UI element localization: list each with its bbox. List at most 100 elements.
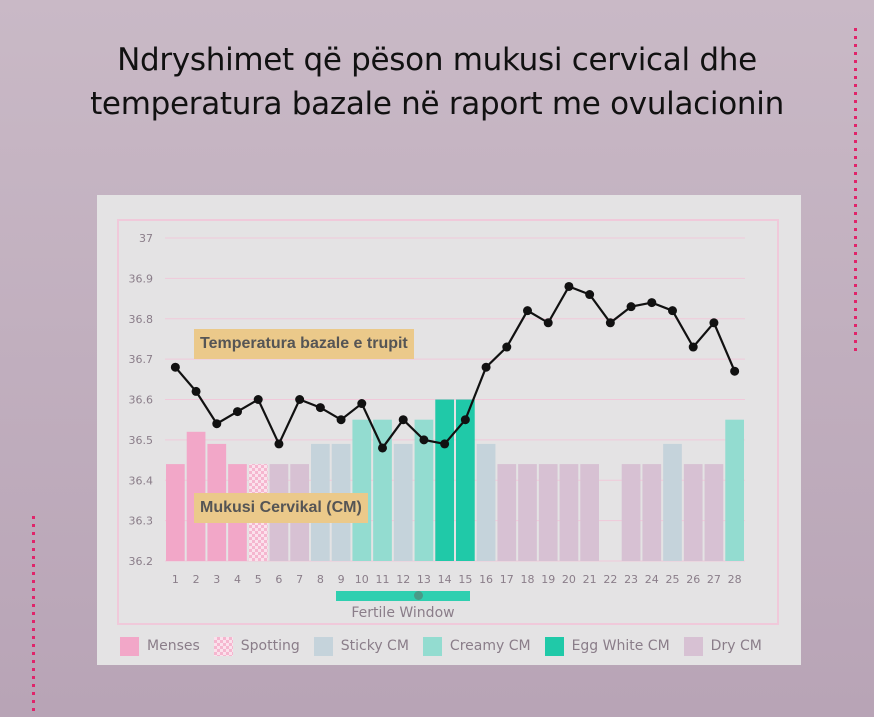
- fertile-window-label: Fertile Window: [351, 605, 455, 621]
- temperature-point: [212, 419, 222, 429]
- x-tick-label: 25: [666, 573, 680, 586]
- x-tick-label: 9: [338, 573, 345, 586]
- temperature-point: [233, 407, 242, 417]
- x-tick-label: 7: [296, 573, 303, 586]
- x-tick-label: 21: [583, 573, 597, 586]
- mucus-bar: [580, 464, 599, 561]
- y-tick-label: 36.3: [129, 515, 154, 528]
- mucus-bar: [414, 419, 434, 561]
- legend-swatch: [120, 636, 139, 656]
- mucus-bar: [642, 464, 662, 561]
- temperature-point: [730, 366, 740, 376]
- decorative-dots-left: [32, 516, 35, 716]
- legend-item-spotting: Spotting: [213, 636, 300, 656]
- x-tick-label: 10: [355, 573, 369, 586]
- x-tick-label: 27: [707, 573, 721, 586]
- x-tick-label: 12: [396, 573, 410, 586]
- x-tick-label: 1: [172, 573, 179, 586]
- x-tick-label: 6: [275, 573, 282, 586]
- x-tick-label: 4: [234, 573, 241, 586]
- legend-swatch: [313, 636, 333, 656]
- x-tick-label: 13: [417, 573, 431, 586]
- x-tick-label: 24: [645, 573, 659, 586]
- temperature-point: [523, 306, 532, 316]
- temperature-point: [543, 318, 553, 328]
- temperature-point: [378, 443, 387, 453]
- temperature-point: [502, 342, 512, 352]
- legend-item-menses: Menses: [120, 636, 200, 656]
- temperature-point: [274, 439, 284, 449]
- mucus-bar: [704, 464, 724, 561]
- x-tick-label: 2: [193, 573, 200, 586]
- mucus-bar: [538, 464, 558, 561]
- chart-frame: [117, 219, 779, 625]
- legend-label: Menses: [147, 638, 200, 654]
- temperature-point: [419, 435, 429, 445]
- x-tick-label: 15: [458, 573, 472, 586]
- temperature-point: [668, 306, 677, 316]
- x-tick-label: 5: [255, 573, 262, 586]
- temperature-point: [295, 395, 305, 404]
- legend-swatch: [544, 636, 564, 656]
- x-tick-label: 18: [521, 573, 535, 586]
- y-tick-label: 36.5: [129, 434, 154, 447]
- temperature-point: [336, 415, 346, 425]
- legend-label: Sticky CM: [340, 638, 409, 654]
- legend-item-dry: Dry CM: [683, 636, 762, 656]
- mucus-bar: [352, 419, 372, 561]
- temperature-point: [605, 318, 615, 328]
- chart-legend: Menses Spotting Sticky CM Creamy CM Egg Whit…: [120, 634, 776, 658]
- x-tick-label: 3: [213, 573, 220, 586]
- y-tick-label: 36.2: [129, 555, 154, 568]
- mucus-label: Mukusi Cervikal (CM): [194, 493, 368, 523]
- x-tick-label: 19: [541, 573, 555, 586]
- temperature-point: [626, 302, 636, 312]
- x-tick-label: 8: [317, 573, 324, 586]
- mucus-bar: [518, 464, 537, 561]
- legend-swatch: [422, 636, 442, 656]
- mucus-bar: [725, 419, 744, 561]
- mucus-bar: [559, 464, 579, 561]
- temperature-point: [481, 362, 491, 372]
- legend-item-sticky: Sticky CM: [313, 636, 409, 656]
- mucus-bar: [497, 464, 517, 561]
- legend-swatch: [683, 636, 703, 656]
- y-tick-label: 36.9: [129, 272, 154, 285]
- x-tick-label: 14: [438, 573, 452, 586]
- y-tick-label: 36.7: [129, 353, 154, 366]
- fertile-window-marker: [414, 591, 423, 600]
- legend-label: Creamy CM: [449, 638, 531, 654]
- y-tick-label: 36.4: [129, 474, 154, 487]
- x-tick-label: 11: [376, 573, 390, 586]
- y-tick-label: 36.6: [129, 394, 154, 407]
- x-tick-label: 26: [686, 573, 700, 586]
- x-tick-label: 20: [562, 573, 576, 586]
- legend-swatch: [213, 636, 233, 656]
- x-tick-label: 28: [728, 573, 742, 586]
- temperature-point: [460, 415, 470, 425]
- legend-item-eggwhite: Egg White CM: [544, 636, 670, 656]
- temperature-line: [174, 285, 736, 451]
- y-tick-label: 36.8: [129, 313, 154, 326]
- mucus-bar: [621, 464, 641, 561]
- temperature-point: [709, 318, 719, 328]
- mucus-bar: [456, 399, 475, 561]
- temperature-point: [357, 399, 367, 409]
- temperature-point: [398, 415, 408, 425]
- mucus-bar: [373, 419, 392, 561]
- fertile-window-bar: [336, 591, 470, 601]
- legend-label: Spotting: [240, 638, 300, 654]
- x-tick-label: 22: [603, 573, 617, 586]
- temperature-point: [647, 298, 657, 308]
- x-tick-label: 17: [500, 573, 514, 586]
- mucus-bar: [663, 443, 682, 561]
- temperature-point: [253, 395, 263, 404]
- mucus-bar: [166, 464, 185, 561]
- y-tick-label: 37: [139, 232, 153, 245]
- mucus-bar: [683, 464, 703, 561]
- decorative-dots-right: [854, 28, 857, 353]
- temperature-point: [170, 362, 180, 372]
- temperature-point: [440, 439, 450, 449]
- temperature-label: Temperatura bazale e trupit: [194, 329, 414, 359]
- x-tick-label: 16: [479, 573, 493, 586]
